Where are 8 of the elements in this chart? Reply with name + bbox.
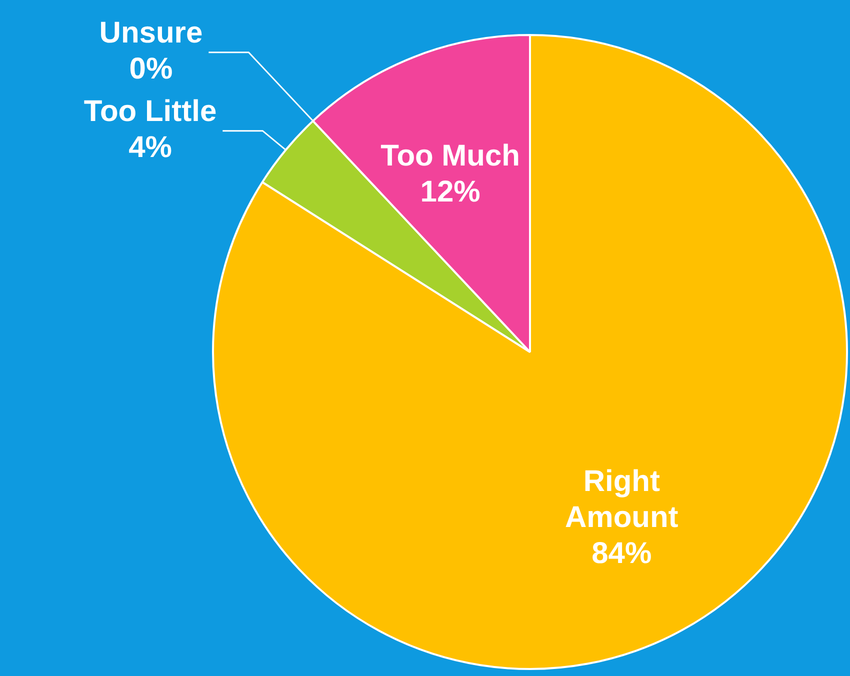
category-label: Unsure <box>99 16 203 50</box>
slice-label: Too Much <box>380 139 520 172</box>
text: 0% <box>129 52 173 86</box>
slice-label: Right Amount <box>564 464 678 534</box>
data-label: 4% <box>128 131 172 164</box>
data-label: 84% <box>592 536 652 570</box>
data-label: 12% <box>420 175 480 208</box>
slice-label: Too Little <box>84 95 217 128</box>
